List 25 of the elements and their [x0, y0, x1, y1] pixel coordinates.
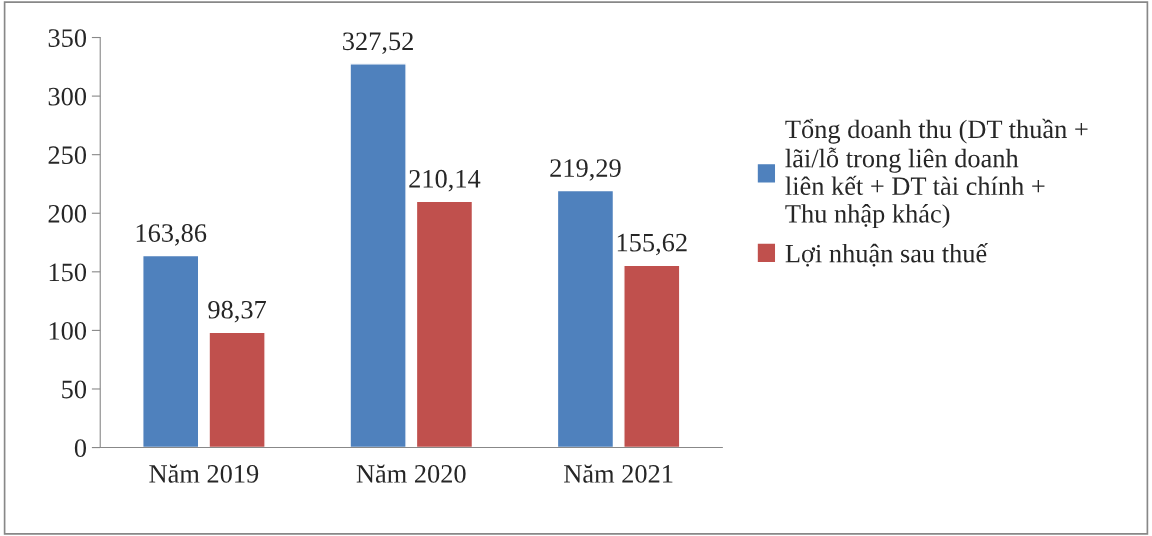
- y-tick-label: 100: [49, 322, 87, 340]
- y-tick-label: 200: [48, 204, 87, 223]
- y-tick-label: 0: [74, 439, 87, 457]
- y-tick-label: 150: [49, 263, 87, 282]
- bar: [623, 264, 681, 448]
- data-label: 219,29: [550, 159, 621, 181]
- legend-label: Tổng doanh thu (DT thuần + lãi/lỗ trong liên doanh liên kết + DT tài chính + Thu nhập khác): [785, 118, 1088, 229]
- bar: [415, 200, 474, 448]
- x-tick-label: Năm 2019: [149, 464, 259, 483]
- bar: [556, 189, 615, 448]
- bar: [208, 331, 266, 448]
- data-label: 210,14: [409, 169, 481, 192]
- y-tick-label: 250: [48, 146, 87, 165]
- bar: [349, 63, 407, 448]
- x-tick-label: Năm 2020: [356, 464, 466, 483]
- bar: [142, 254, 200, 448]
- legend-label: Lợi nhuận sau thuế: [785, 243, 988, 267]
- data-label: 327,52: [343, 32, 413, 54]
- data-label: 155,62: [617, 233, 687, 256]
- data-label: 163,86: [136, 224, 207, 246]
- x-tick-label: Năm 2021: [564, 464, 673, 483]
- y-tick-label: 50: [62, 380, 87, 399]
- y-tick-label: 350: [48, 29, 87, 47]
- data-label: 98,37: [208, 300, 267, 323]
- y-tick-label: 300: [48, 87, 87, 106]
